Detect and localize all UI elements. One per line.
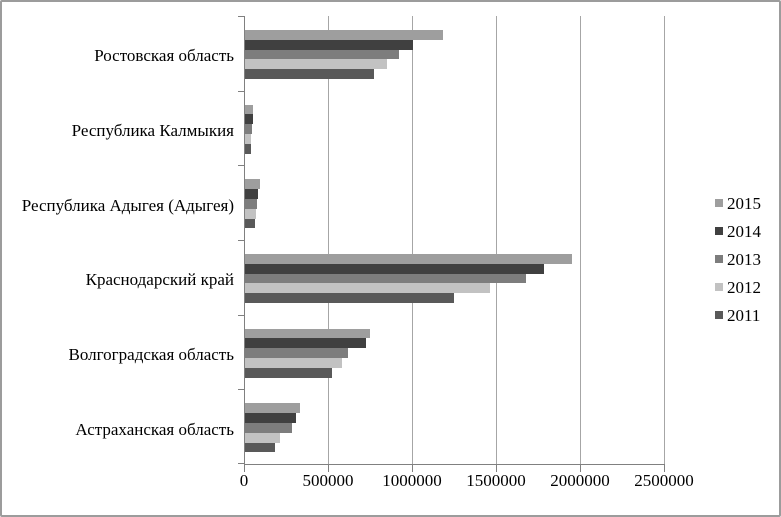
bar-2014 [245, 39, 413, 50]
value-tick-label: 0 [239, 471, 249, 490]
bar-2012 [245, 59, 388, 70]
value-tick-label: 1000000 [382, 471, 442, 490]
legend-marker-2011 [715, 311, 723, 319]
bar-2014 [245, 189, 259, 199]
bar-2015 [245, 328, 371, 339]
y-axis-tick [238, 165, 245, 167]
legend-item: 2015 [715, 189, 761, 217]
bar-2013 [245, 198, 258, 209]
x-axis-tick [244, 465, 245, 472]
bar-2013 [245, 124, 253, 135]
legend-label: 2013 [727, 249, 761, 269]
gridline [328, 16, 329, 464]
y-axis-tick [238, 389, 245, 391]
legend-item: 2014 [715, 217, 761, 245]
gridline [412, 16, 413, 464]
gridline [664, 16, 665, 464]
bar-2011 [245, 218, 255, 229]
bar-2011 [245, 143, 251, 154]
legend-marker-2012 [715, 283, 723, 291]
legend-label: 2012 [727, 277, 761, 297]
bar-2014 [245, 413, 297, 423]
bar-2013 [245, 422, 293, 433]
y-axis-tick [238, 240, 245, 241]
bar-2011 [245, 293, 455, 303]
bar-2013 [245, 273, 526, 284]
category-label: Ростовская область [94, 46, 234, 66]
legend-label: 2011 [727, 305, 761, 325]
legend-item: 2013 [715, 245, 761, 273]
y-axis-tick [238, 16, 245, 17]
bar-2012 [245, 283, 491, 294]
category-label: Республика Калмыкия [71, 120, 234, 140]
legend-item: 2011 [715, 301, 761, 329]
category-label: Волгоградская область [68, 344, 234, 364]
bar-2012 [245, 432, 280, 443]
legend-item: 2012 [715, 273, 761, 301]
legend-marker-2013 [715, 255, 723, 263]
category-label: Астраханская область [75, 419, 234, 439]
x-axis-tick [580, 465, 581, 472]
value-tick-label: 2000000 [550, 471, 610, 490]
gridline [496, 16, 497, 464]
value-tick-label: 1500000 [466, 471, 526, 490]
bar-2013 [245, 49, 399, 60]
bar-2015 [245, 104, 254, 115]
bar-2012 [245, 134, 252, 144]
bar-2015 [245, 403, 300, 414]
category-label: Республика Адыгея (Адыгея) [21, 195, 234, 215]
bar-2014 [245, 114, 253, 125]
bar-2013 [245, 348, 348, 359]
bar-2011 [245, 442, 276, 453]
bar-2014 [245, 338, 366, 349]
plot-area [238, 16, 665, 472]
bar-2012 [245, 358, 342, 368]
y-axis-tick [238, 463, 245, 464]
bar-2012 [245, 208, 257, 219]
y-axis-tick [238, 90, 245, 92]
x-axis-tick [496, 465, 497, 472]
x-axis-tick [664, 465, 665, 472]
value-tick-label: 2500000 [634, 471, 694, 490]
category-label: Краснодарский край [85, 270, 234, 290]
legend-marker-2015 [715, 199, 723, 207]
y-axis-tick [238, 314, 245, 316]
bar-2011 [245, 69, 375, 79]
bar-2015 [245, 30, 444, 40]
legend-label: 2015 [727, 193, 761, 213]
bar-2014 [245, 263, 545, 274]
bar-2011 [245, 367, 332, 378]
value-tick-label: 500000 [302, 471, 354, 490]
bar-2015 [245, 254, 572, 264]
legend-label: 2014 [727, 221, 761, 241]
legend: 2015 2014 2013 2012 2011 [715, 189, 761, 329]
legend-marker-2014 [715, 227, 723, 235]
bar-2015 [245, 179, 261, 190]
x-axis-tick [328, 465, 329, 472]
x-axis-tick [412, 465, 413, 472]
gridline [580, 16, 581, 464]
